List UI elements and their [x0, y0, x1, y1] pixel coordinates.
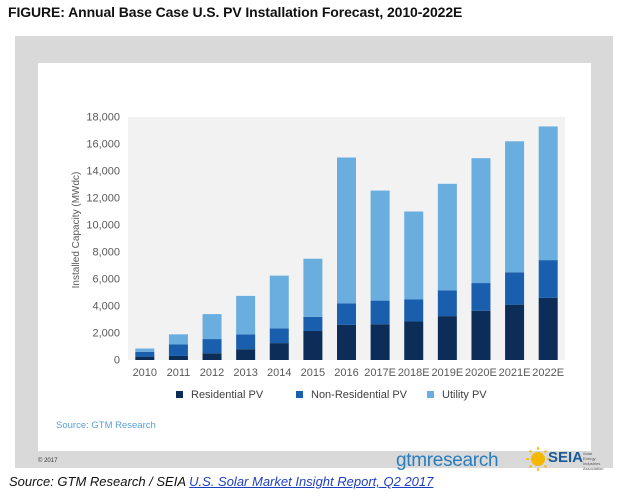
y-tick-label: 0	[114, 355, 120, 367]
y-tick-label: 6,000	[92, 274, 120, 286]
bar-segment	[135, 351, 155, 357]
bar-segment	[505, 304, 525, 360]
source-prefix: Source: GTM Research / SEIA	[9, 474, 190, 489]
seia-logo-text: SEIA	[548, 449, 584, 466]
bar-segment	[168, 344, 188, 356]
x-tick-label: 2017E	[364, 367, 396, 379]
legend-swatch	[176, 391, 183, 398]
bar-segment	[135, 356, 155, 360]
legend-swatch	[427, 391, 434, 398]
bar-segment	[269, 328, 289, 344]
bar-segment	[370, 324, 390, 360]
bar-segment	[168, 334, 188, 345]
x-tick-label: 2014	[267, 367, 291, 379]
bar-segment	[236, 349, 256, 360]
x-tick-label: 2010	[133, 367, 157, 379]
bar-segment	[437, 183, 457, 291]
bar-segment	[538, 297, 558, 360]
bar-segment	[471, 310, 491, 360]
bar-segment	[538, 126, 558, 261]
x-tick-label: 2013	[233, 367, 257, 379]
bar-segment	[337, 303, 356, 325]
bar-segment	[337, 324, 356, 360]
x-tick-label: 2012	[200, 367, 224, 379]
seia-logo-subtext: Solar Energy Industries Association	[583, 451, 604, 471]
x-tick-label: 2018E	[398, 367, 430, 379]
source-report-link[interactable]: U.S. Solar Market Insight Report, Q2 201…	[189, 474, 434, 489]
bar-segment	[202, 314, 222, 340]
legend-swatch	[296, 391, 303, 398]
y-tick-label: 4,000	[92, 301, 120, 313]
bar-segment	[303, 330, 323, 360]
y-tick-label: 14,000	[86, 166, 120, 178]
bar-segment	[236, 334, 256, 350]
source-citation: Source: GTM Research / SEIA U.S. Solar M…	[9, 474, 433, 489]
bar-segment	[236, 295, 256, 335]
x-tick-label: 2022E	[532, 367, 564, 379]
x-tick-label: 2019E	[431, 367, 463, 379]
y-axis-label: Installed Capacity (MWdc)	[71, 172, 82, 289]
gtm-research-logo: gtmresearch	[396, 450, 499, 472]
legend-label: Non-Residential PV	[311, 389, 408, 401]
y-tick-label: 12,000	[86, 193, 120, 205]
x-tick-label: 2021E	[499, 367, 531, 379]
y-tick-label: 2,000	[92, 328, 120, 340]
bar-segment	[168, 355, 188, 360]
bar-segment	[337, 157, 356, 304]
bar-segment	[471, 283, 491, 311]
x-tick-label: 2011	[167, 367, 191, 379]
bar-segment	[437, 290, 457, 317]
y-tick-label: 16,000	[86, 139, 120, 151]
bar-segment	[437, 316, 457, 360]
gtm-logo-text: gtmresearch	[396, 450, 499, 471]
bar-segment	[269, 343, 289, 360]
x-tick-label: 2016	[334, 367, 358, 379]
bar-segment	[404, 299, 424, 322]
bar-segment	[303, 316, 323, 331]
bar-segment	[370, 190, 390, 301]
bar-segment	[202, 353, 222, 360]
bar-segment	[404, 211, 424, 300]
bar-segment	[269, 275, 289, 329]
y-tick-label: 8,000	[92, 247, 120, 259]
legend-label: Residential PV	[191, 389, 264, 401]
legend-label: Utility PV	[442, 389, 487, 401]
bar-segment	[404, 321, 424, 360]
bar-segment	[303, 258, 323, 317]
y-tick-label: 18,000	[86, 112, 120, 124]
bar-segment	[202, 339, 222, 354]
x-tick-label: 2015	[301, 367, 325, 379]
bar-segment	[505, 272, 525, 305]
bar-segment	[471, 158, 491, 284]
copyright-text: © 2017	[38, 458, 58, 464]
chart-source-note: Source: GTM Research	[56, 420, 156, 431]
y-tick-label: 10,000	[86, 220, 120, 232]
bar-segment	[538, 260, 558, 298]
bar-segment	[370, 300, 390, 325]
sun-icon	[526, 447, 550, 471]
seia-logo: SEIA Solar Energy Industries Association	[526, 447, 604, 471]
bar-segment	[505, 141, 525, 273]
bar-segment	[135, 348, 155, 352]
figure-title: FIGURE: Annual Base Case U.S. PV Install…	[8, 4, 463, 20]
x-tick-label: 2020E	[465, 367, 497, 379]
